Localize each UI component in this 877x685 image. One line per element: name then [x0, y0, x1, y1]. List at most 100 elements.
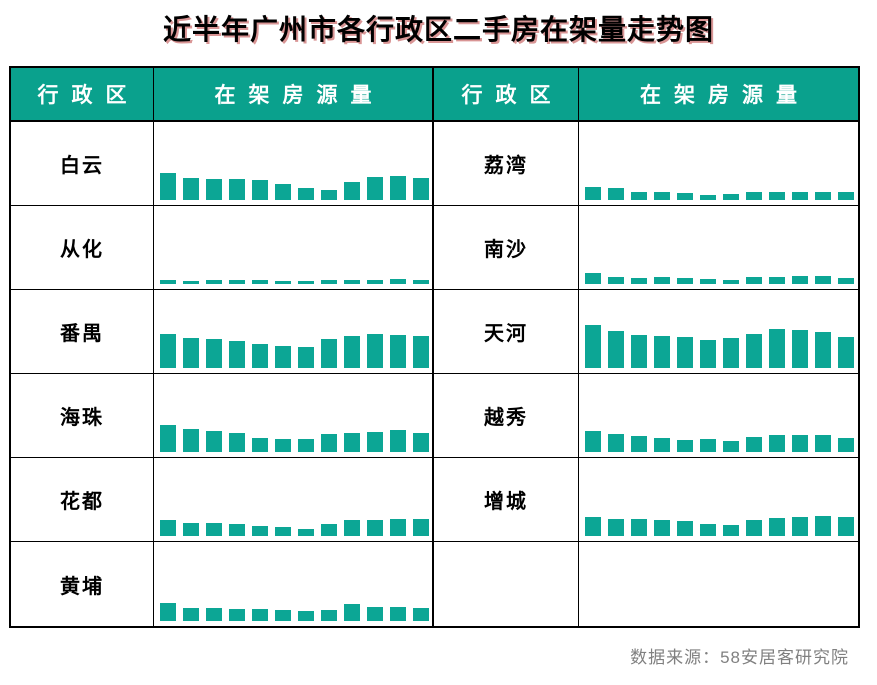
bar [206, 431, 222, 452]
bar [206, 280, 222, 284]
bar [413, 519, 429, 536]
bar [252, 280, 268, 284]
bar [723, 194, 739, 200]
bar [160, 520, 176, 536]
bar [298, 611, 314, 621]
bar [838, 438, 854, 452]
bar [275, 346, 291, 368]
bar [229, 280, 245, 284]
bar [390, 279, 406, 284]
table-row: 白云 荔湾 [11, 122, 858, 206]
bar [413, 336, 429, 368]
bar [792, 192, 808, 200]
bar [792, 276, 808, 284]
bar [252, 438, 268, 452]
bar [252, 344, 268, 368]
bar [229, 179, 245, 200]
bar [206, 523, 222, 536]
bar [631, 519, 647, 536]
bar [769, 192, 785, 200]
bar [344, 280, 360, 284]
bar [723, 338, 739, 368]
bar [769, 435, 785, 452]
bar [275, 527, 291, 536]
bar [838, 278, 854, 284]
district-label: 荔湾 [484, 155, 528, 177]
bar [746, 192, 762, 200]
chart-cell [579, 290, 858, 374]
bar [183, 281, 199, 284]
district-cell: 越秀 [434, 374, 579, 458]
table-header-row: 行政区 在架房源量 行政区 在架房源量 [11, 68, 858, 122]
bar [183, 523, 199, 536]
table-row: 番禺 天河 [11, 290, 858, 374]
chart-cell [579, 374, 858, 458]
bar [160, 603, 176, 621]
header-label: 行政区 [37, 83, 140, 107]
bar [298, 529, 314, 536]
bar [367, 520, 383, 536]
bar [183, 178, 199, 200]
bar [838, 337, 854, 368]
bar [229, 341, 245, 368]
district-cell-empty [434, 542, 579, 626]
bar [677, 521, 693, 536]
bar [344, 520, 360, 536]
bar [654, 336, 670, 368]
bar [344, 433, 360, 452]
bar [700, 195, 716, 200]
bar [206, 179, 222, 200]
bar [608, 434, 624, 452]
mini-bar-chart-panyu [154, 298, 432, 368]
bar [654, 520, 670, 536]
bar [413, 280, 429, 284]
bar [344, 604, 360, 621]
chart-cell [579, 206, 858, 290]
page-title: 近半年广州市各行政区二手房在架量走势图 [162, 14, 714, 45]
district-cell: 花都 [11, 458, 154, 542]
district-cell: 天河 [434, 290, 579, 374]
district-label: 增城 [484, 491, 528, 513]
bar [815, 435, 831, 452]
bar [321, 610, 337, 621]
mini-bar-chart-haizhu [154, 382, 432, 452]
district-label: 天河 [484, 323, 528, 345]
bar [608, 519, 624, 536]
table-row: 花都 增城 [11, 458, 858, 542]
bar [677, 337, 693, 368]
bar [229, 524, 245, 536]
bar [390, 519, 406, 536]
chart-cell [154, 458, 434, 542]
district-label: 从化 [60, 239, 104, 261]
bar [838, 192, 854, 200]
bar [344, 336, 360, 368]
bar [654, 192, 670, 200]
bar [229, 433, 245, 452]
bar [631, 192, 647, 200]
district-label: 海珠 [60, 407, 104, 429]
mini-bar-chart-huangpu [154, 551, 432, 621]
header-cell-district-left: 行政区 [11, 68, 154, 122]
header-label: 在架房源量 [640, 83, 810, 107]
district-cell: 从化 [11, 206, 154, 290]
chart-cell-empty [579, 542, 858, 626]
header-label: 在架房源量 [214, 83, 385, 107]
mini-bar-chart-yuexiu [579, 382, 858, 452]
bar [413, 433, 429, 452]
bar [585, 517, 601, 536]
district-label: 越秀 [484, 407, 528, 429]
bar [746, 334, 762, 368]
table-row: 海珠 越秀 [11, 374, 858, 458]
bar [367, 177, 383, 200]
chart-cell [579, 122, 858, 206]
bar [792, 517, 808, 536]
bar [700, 279, 716, 284]
district-label: 白云 [60, 155, 104, 177]
mini-bar-chart-conghua [154, 214, 432, 284]
bar [275, 281, 291, 284]
bar [815, 332, 831, 368]
bar [585, 431, 601, 452]
bar [677, 278, 693, 284]
table-row: 从化 南沙 [11, 206, 858, 290]
bar [631, 335, 647, 368]
